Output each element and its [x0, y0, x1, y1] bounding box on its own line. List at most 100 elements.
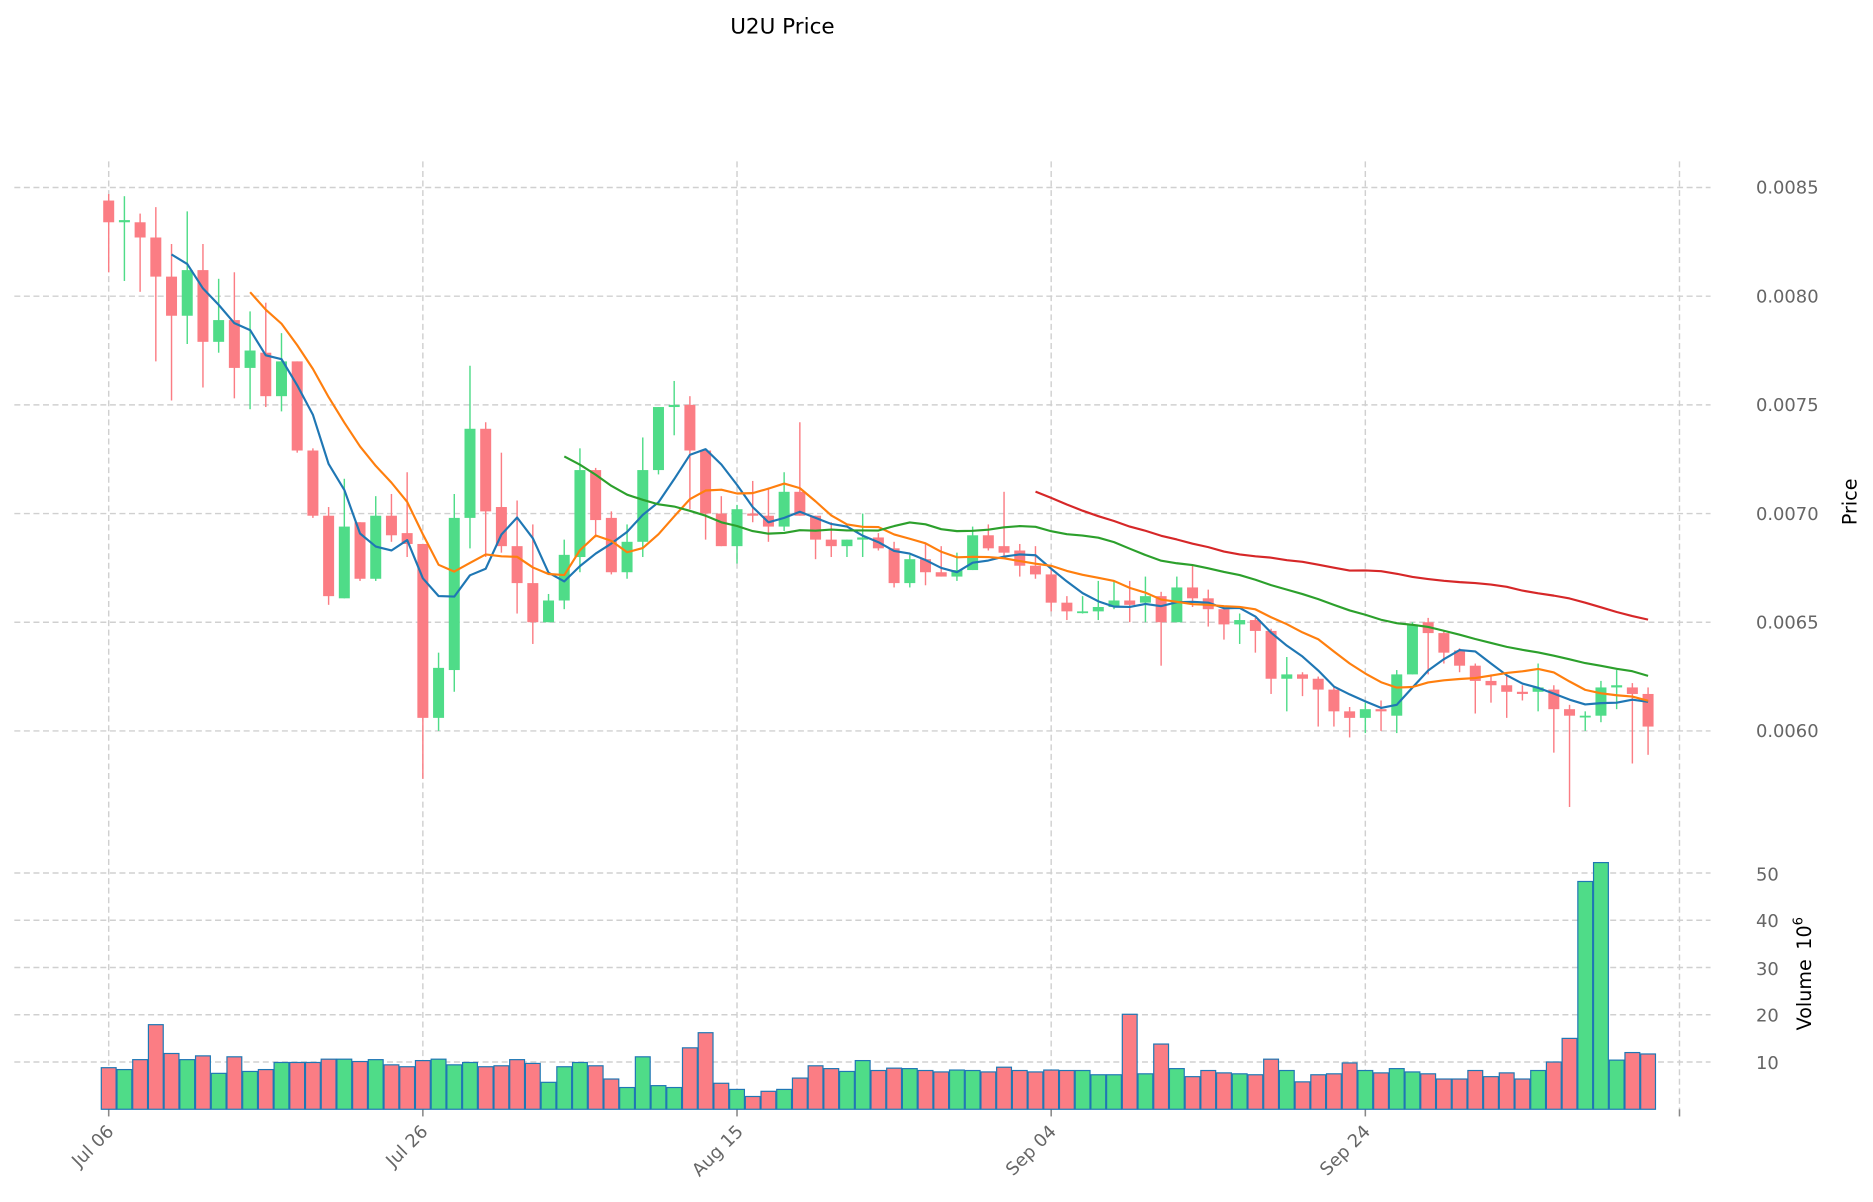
volume-bar [1373, 1072, 1390, 1110]
candle-body-down [480, 428, 492, 512]
candle-body-up [967, 535, 979, 571]
candle-body-down [825, 539, 837, 547]
candle-body-down [1249, 620, 1261, 631]
candle-body-down [260, 352, 272, 397]
volume-bar [1121, 1013, 1138, 1110]
volume-bar [1106, 1074, 1123, 1110]
volume-bar [1137, 1073, 1154, 1110]
candle-body-down [1297, 674, 1308, 679]
price-tick-label: 0.0075 [1756, 395, 1819, 416]
volume-bar [1530, 1069, 1547, 1110]
volume-bar [1545, 1061, 1562, 1110]
chart-title: U2U Price [730, 15, 834, 40]
volume-bar [304, 1061, 321, 1110]
candle-body-down [1501, 685, 1513, 692]
volume-bar [352, 1060, 369, 1110]
candle-body-up [1391, 674, 1403, 716]
volume-bar [1577, 880, 1594, 1110]
candle-body-down [511, 546, 523, 584]
ma-30-line [563, 455, 1649, 677]
volume-bar [681, 1047, 698, 1110]
candle-body-down [385, 515, 397, 536]
volume-tick-label: 30 [1756, 959, 1779, 980]
volume-bar [870, 1069, 887, 1110]
moving-average-lines [170, 253, 1649, 709]
volume-bar [1278, 1069, 1295, 1110]
volume-bar [1388, 1068, 1405, 1110]
candle-body-down [354, 522, 366, 579]
candle-body-down [197, 270, 209, 342]
candle-body-up [1595, 687, 1607, 716]
volume-bar [807, 1065, 824, 1110]
candle-body-up [652, 407, 664, 471]
volume-bar [242, 1070, 259, 1110]
candle-body-up [448, 517, 460, 671]
x-tick-label: Jul 06 [67, 1121, 118, 1172]
volume-bar [1482, 1076, 1499, 1110]
ma-60-line [1035, 490, 1649, 621]
volume-bar [1231, 1073, 1248, 1110]
candle-body-up [1077, 611, 1089, 614]
volume-bar [1498, 1072, 1515, 1110]
volume-bar [1263, 1058, 1280, 1110]
volume-bar [744, 1095, 761, 1110]
volume-bar [320, 1058, 337, 1110]
volume-axis-label: Volume 106 [1792, 917, 1816, 1030]
candle-body-down [134, 222, 146, 238]
candle-body-down [715, 513, 727, 547]
candle-body-down [1061, 602, 1073, 612]
candle-body-up [951, 570, 963, 577]
volume-tick-label: 10 [1756, 1053, 1779, 1074]
candle-body-up [244, 350, 256, 368]
volume-bar [948, 1069, 965, 1110]
volume-bar [461, 1061, 478, 1110]
candle-body-down [401, 533, 413, 544]
candle-body-down [1155, 596, 1167, 623]
volume-bar [776, 1088, 793, 1110]
candle-body-down [166, 276, 178, 316]
candle-body-up [1281, 674, 1293, 679]
volume-bar [1420, 1073, 1437, 1110]
volume-bar [901, 1068, 918, 1110]
candle-body-down [935, 572, 947, 577]
volume-bar [1514, 1078, 1531, 1110]
volume-bar [509, 1059, 526, 1110]
candle-body-down [747, 513, 759, 516]
candle-body-down [323, 515, 335, 597]
volume-bar [1168, 1068, 1185, 1110]
volume-bar [446, 1064, 463, 1110]
volume-bar [760, 1090, 777, 1110]
price-tick-label: 0.0080 [1756, 286, 1819, 307]
volume-bar [194, 1055, 211, 1110]
candle-body-down [1328, 689, 1340, 712]
candle-body-up [433, 667, 445, 718]
candle-body-up [1108, 600, 1120, 608]
volume-tick-label: 20 [1756, 1005, 1779, 1026]
candle-body-down [605, 517, 617, 573]
candle-body-down [1516, 691, 1528, 694]
gridlines [14, 161, 1711, 1117]
candle-body-up [1234, 620, 1246, 625]
x-tick-label: Sep 24 [1316, 1121, 1375, 1180]
candle-body-down [150, 237, 162, 277]
volume-bar [1090, 1074, 1107, 1110]
volume-bar [1153, 1043, 1170, 1110]
candle-body-down [1564, 709, 1576, 716]
volume-bar [1561, 1037, 1578, 1110]
candle-body-up [1171, 587, 1183, 623]
price-tick-label: 0.0085 [1756, 178, 1819, 199]
price-tick-label: 0.0070 [1756, 504, 1819, 525]
candle-body-down [228, 320, 240, 368]
candle-body-up [1532, 687, 1544, 692]
volume-bar [650, 1085, 667, 1110]
candle-body-up [558, 554, 570, 601]
volume-bar [116, 1068, 133, 1110]
x-tick-label: Sep 04 [1002, 1121, 1061, 1180]
volume-bar [1435, 1078, 1452, 1110]
volume-bar [838, 1070, 855, 1110]
candle-body-up [668, 404, 680, 408]
volume-tick-label: 50 [1756, 865, 1779, 886]
volume-bar [477, 1066, 494, 1110]
candle-body-up [181, 270, 193, 316]
